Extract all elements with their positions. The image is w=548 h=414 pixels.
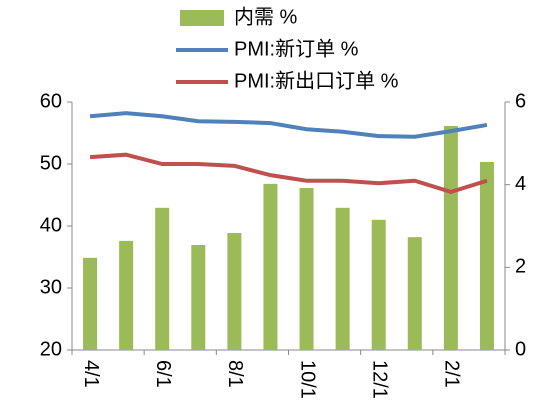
bar — [443, 125, 458, 351]
x-tick-label: 2/1 — [441, 360, 463, 388]
y2-tick-label: 6 — [515, 90, 526, 112]
x-tick-label: 12/1 — [368, 360, 390, 399]
y-tick-label: 60 — [40, 90, 62, 112]
line — [89, 152, 488, 194]
bar — [191, 245, 206, 350]
legend-swatch — [180, 10, 224, 26]
bar — [299, 187, 314, 350]
bar — [227, 233, 242, 350]
bar — [335, 207, 350, 350]
bar — [83, 257, 98, 350]
line — [89, 111, 488, 139]
legend-label: PMI:新订单 % — [234, 37, 359, 60]
bar — [119, 240, 134, 350]
bar — [479, 161, 494, 350]
bar — [371, 219, 386, 350]
y-tick-label: 30 — [40, 276, 62, 298]
y-tick-label: 50 — [40, 152, 62, 174]
x-tick-label: 8/1 — [224, 360, 246, 388]
legend-label: 内需 % — [234, 5, 298, 28]
x-tick-label: 4/1 — [80, 360, 102, 388]
y-tick-label: 20 — [40, 338, 62, 360]
x-tick-label: 10/1 — [296, 360, 318, 399]
x-tick-label: 6/1 — [152, 360, 174, 388]
legend-label: PMI:新出口订单 % — [234, 69, 399, 92]
y2-tick-label: 4 — [515, 173, 526, 195]
bar — [263, 183, 278, 350]
bar — [155, 207, 170, 350]
y2-tick-label: 2 — [515, 256, 526, 278]
y-tick-label: 40 — [40, 214, 62, 236]
bar — [407, 237, 422, 350]
y2-tick-label: 0 — [515, 338, 526, 360]
